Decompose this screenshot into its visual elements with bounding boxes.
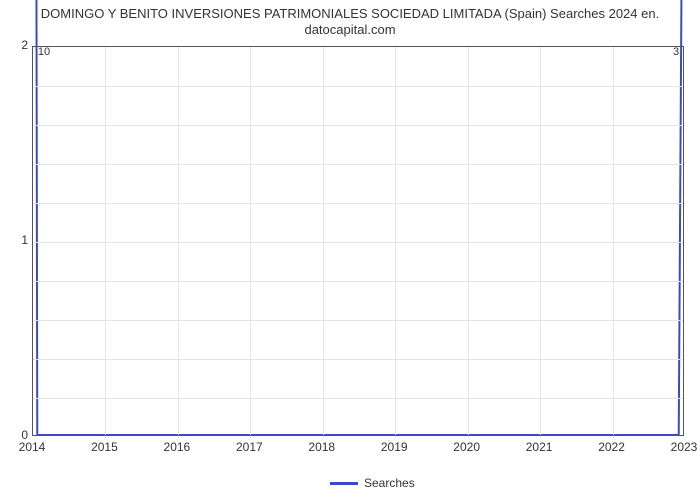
grid-row	[33, 359, 683, 360]
x-tick-label: 2016	[164, 440, 191, 454]
x-tick-label: 2023	[671, 440, 698, 454]
grid-col	[250, 47, 251, 435]
legend-swatch	[330, 482, 358, 485]
x-tick-label: 2017	[236, 440, 263, 454]
x-tick-label: 2018	[308, 440, 335, 454]
grid-row	[33, 281, 683, 282]
grid-col	[323, 47, 324, 435]
chart-title: DOMINGO Y BENITO INVERSIONES PATRIMONIAL…	[0, 0, 700, 39]
grid-col	[105, 47, 106, 435]
x-tick-label: 2020	[453, 440, 480, 454]
x-tick-label: 2014	[19, 440, 46, 454]
grid-col	[540, 47, 541, 435]
data-point-label: 10	[38, 46, 50, 58]
chart-line-layer	[33, 47, 683, 435]
y-tick-label: 2	[8, 38, 28, 52]
grid-row	[33, 86, 683, 87]
x-tick-label: 2022	[598, 440, 625, 454]
legend-label: Searches	[364, 476, 415, 490]
chart-plot-area	[32, 46, 684, 436]
chart-legend: Searches	[330, 476, 415, 490]
chart-title-line2: datocapital.com	[304, 22, 395, 37]
grid-col	[178, 47, 179, 435]
chart-title-line1: DOMINGO Y BENITO INVERSIONES PATRIMONIAL…	[41, 6, 659, 21]
x-tick-label: 2019	[381, 440, 408, 454]
grid-row	[33, 398, 683, 399]
grid-col	[395, 47, 396, 435]
grid-row	[33, 125, 683, 126]
grid-row	[33, 164, 683, 165]
grid-row	[33, 203, 683, 204]
data-point-label: 3	[673, 46, 679, 58]
grid-row	[33, 242, 683, 243]
x-tick-label: 2015	[91, 440, 118, 454]
grid-col	[613, 47, 614, 435]
y-tick-label: 1	[8, 233, 28, 247]
x-tick-label: 2021	[526, 440, 553, 454]
grid-col	[468, 47, 469, 435]
series-line	[34, 0, 683, 435]
grid-row	[33, 320, 683, 321]
